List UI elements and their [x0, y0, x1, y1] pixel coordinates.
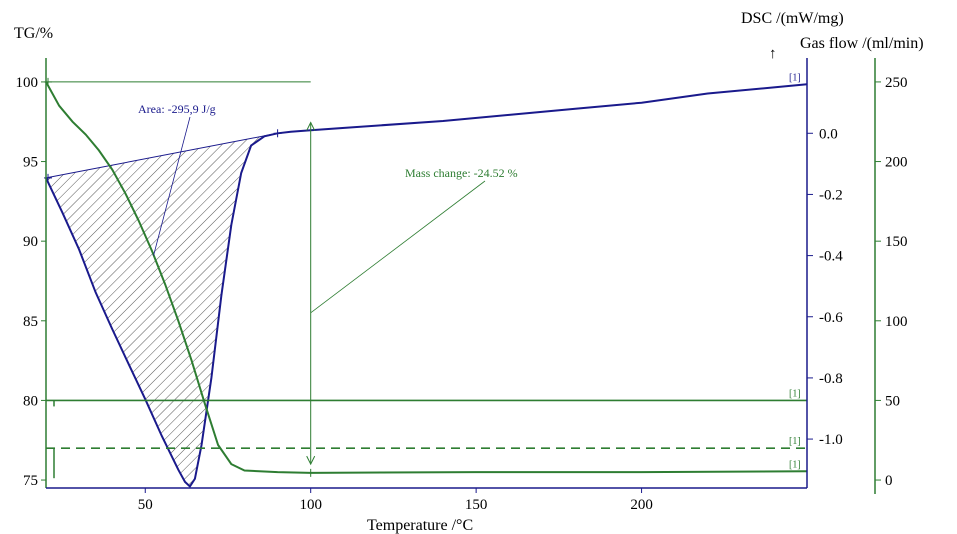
dsc-tick-label: -1.0 [819, 432, 843, 448]
x-tick-label: 150 [465, 497, 488, 513]
dsc-tick-label: -0.2 [819, 187, 843, 203]
mass-change-annotation: Mass change: -24.52 % [405, 166, 518, 180]
series-end-marker-label: [1] [789, 436, 801, 447]
tg-tick-label: 90 [23, 234, 38, 250]
area-annotation: Area: -295,9 J/g [138, 102, 216, 116]
mass-change-annotation-leader [310, 180, 486, 314]
tg-tick-label: 100 [16, 75, 39, 91]
tg-tick-label: 80 [23, 393, 38, 409]
gas-tick-label: 100 [885, 314, 908, 330]
tg-tick-label: 75 [23, 473, 38, 489]
gas-axis-title: Gas flow /(ml/min) [800, 35, 924, 52]
x-tick-label: 200 [630, 497, 653, 513]
tg-axis-title: TG/% [14, 25, 53, 42]
annotation-layer: Area: -295,9 J/g Mass change: -24.52 % [44, 77, 518, 477]
x-axis-title: Temperature /°C [367, 517, 473, 534]
dsc-series-line-0 [45, 83, 808, 489]
gas-tick-label: 200 [885, 155, 908, 171]
series-layer: [1] [1] [1] [1] [45, 72, 808, 489]
peak-area-hatch [45, 132, 278, 488]
area-annotation-leader [153, 116, 191, 256]
tg-tick-label: 85 [23, 314, 38, 330]
gas-tick-label: 150 [885, 234, 908, 250]
dsc-tick-label: -0.6 [819, 310, 843, 326]
series-end-marker-label: [1] [789, 459, 801, 470]
dsc-tick-label: -0.8 [819, 371, 843, 387]
dsc-tick-label: 0.0 [819, 126, 838, 142]
gas-tick-label: 50 [885, 393, 900, 409]
dsc-axis-title: DSC /(mW/mg) [741, 10, 844, 27]
tg-series-line-1 [45, 81, 808, 474]
mass-change-arrow-head-down [306, 455, 316, 466]
dsc-tick-label: -0.4 [819, 249, 843, 265]
series-end-marker-label: [1] [789, 388, 801, 399]
tg-tick-label: 95 [23, 155, 38, 171]
x-tick-label: 50 [138, 497, 153, 513]
peak-area-region [45, 132, 278, 488]
axis-layer: 50 100 150 200 75 80 85 90 95 100 0.0 -0.2 -0.4 -0.6 -… [16, 58, 908, 513]
gas-tick-label: 250 [885, 75, 908, 91]
series-end-marker-label: [1] [789, 72, 801, 83]
gas-tick-label: 0 [885, 473, 893, 489]
x-tick-label: 100 [299, 497, 322, 513]
mass-change-arrow-head-up [306, 121, 316, 131]
exo-arrow: ↑ [769, 46, 777, 62]
